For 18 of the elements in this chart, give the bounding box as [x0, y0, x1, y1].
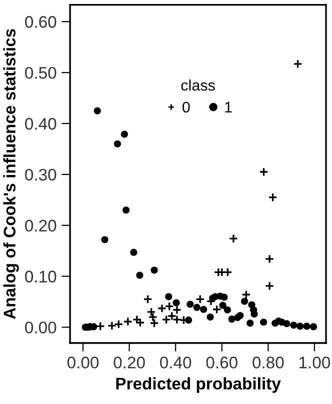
x-tick-label: 0.60 — [206, 356, 238, 368]
x-tick-label: 0.20 — [114, 356, 145, 368]
y-tick-label: 0.50 — [25, 66, 56, 79]
y-tick-label: 0.00 — [25, 322, 56, 334]
y-tick-label: 0.30 — [25, 168, 56, 181]
x-tick-label: 1.00 — [300, 356, 330, 368]
y-tick-label: 0.20 — [25, 220, 56, 232]
x-tick-label: 0.80 — [252, 356, 284, 368]
y-tick-label: 0.60 — [25, 16, 56, 28]
y-tick-label: 0.10 — [25, 270, 56, 282]
legend-title: class — [181, 79, 215, 91]
x-tick-label: 0.40 — [160, 356, 192, 368]
y-axis-title: Analog of Cook's influence statistics — [3, 29, 19, 320]
x-tick-label: 0.00 — [67, 356, 99, 368]
legend-label: 1 — [225, 102, 232, 112]
legend-label: 0 — [182, 102, 190, 113]
y-tick-label: 0.40 — [25, 118, 56, 130]
x-axis-title: Predicted probability — [116, 377, 281, 393]
